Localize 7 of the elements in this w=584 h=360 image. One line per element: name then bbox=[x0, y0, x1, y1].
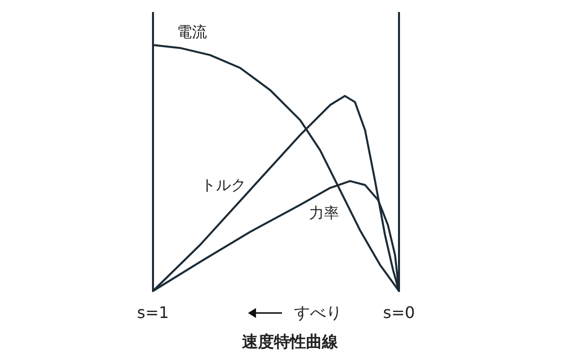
x-tick-label: s=1 bbox=[137, 303, 169, 322]
series-label: 電流 bbox=[177, 23, 208, 42]
x-tick-label: s=0 bbox=[383, 303, 415, 322]
x-axis-title: すべり bbox=[294, 303, 342, 322]
text: 速度特性曲線 bbox=[242, 332, 339, 351]
series-label: トルク bbox=[200, 176, 246, 194]
series-label: 力率 bbox=[309, 204, 340, 222]
